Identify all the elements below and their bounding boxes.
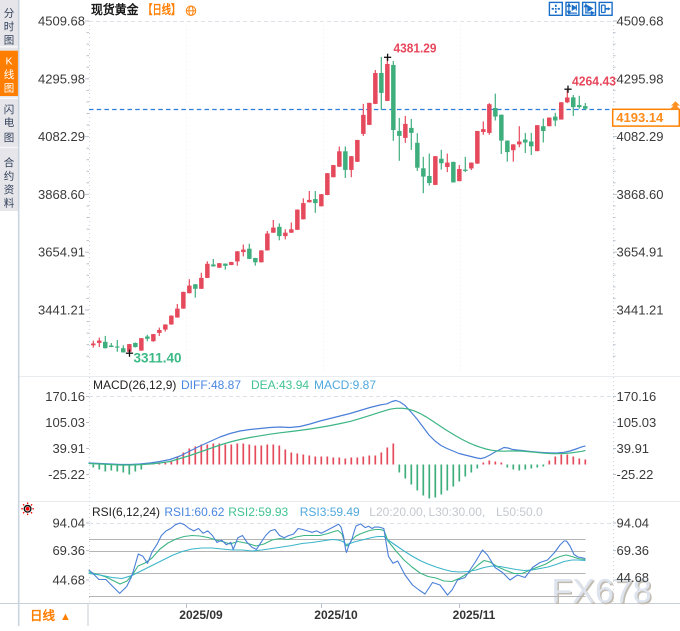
svg-text:MACD:9.87: MACD:9.87 bbox=[314, 378, 376, 392]
svg-text:2025/11: 2025/11 bbox=[453, 608, 496, 622]
svg-text:图: 图 bbox=[4, 83, 15, 95]
svg-text:4509.68: 4509.68 bbox=[617, 14, 664, 29]
svg-text:【日线】: 【日线】 bbox=[143, 2, 180, 17]
svg-text:39.91: 39.91 bbox=[617, 441, 650, 456]
svg-text:3441.21: 3441.21 bbox=[617, 303, 664, 318]
svg-text:RSI(6,12,24): RSI(6,12,24) bbox=[92, 505, 160, 519]
svg-text:3654.91: 3654.91 bbox=[617, 245, 664, 260]
svg-text:170.16: 170.16 bbox=[45, 389, 85, 404]
svg-text:4193.14: 4193.14 bbox=[616, 110, 664, 125]
svg-text:电: 电 bbox=[4, 116, 15, 129]
svg-text:约: 约 bbox=[4, 170, 15, 183]
svg-text:DEA:43.94: DEA:43.94 bbox=[251, 378, 309, 392]
svg-text:4082.29: 4082.29 bbox=[38, 129, 85, 144]
svg-text:-25.22: -25.22 bbox=[48, 467, 85, 482]
svg-text:L50:50.0: L50:50.0 bbox=[496, 505, 543, 519]
svg-text:39.91: 39.91 bbox=[52, 441, 85, 456]
svg-text:MACD(26,12,9): MACD(26,12,9) bbox=[93, 378, 176, 392]
svg-text:DIFF:48.87: DIFF:48.87 bbox=[181, 378, 241, 392]
svg-text:94.04: 94.04 bbox=[617, 516, 650, 531]
svg-text:3868.60: 3868.60 bbox=[38, 187, 85, 202]
svg-text:FX678: FX678 bbox=[552, 573, 652, 611]
svg-text:料: 料 bbox=[4, 197, 15, 210]
svg-text:FX678: FX678 bbox=[553, 574, 653, 612]
svg-text:3311.40: 3311.40 bbox=[134, 351, 182, 366]
svg-text:3868.60: 3868.60 bbox=[617, 187, 664, 202]
svg-text:4082.29: 4082.29 bbox=[617, 129, 664, 144]
svg-text:105.03: 105.03 bbox=[45, 415, 85, 430]
svg-text:图: 图 bbox=[4, 132, 15, 144]
svg-text:日线: 日线 bbox=[30, 608, 56, 623]
svg-text:69.36: 69.36 bbox=[617, 543, 650, 558]
svg-text:RSI1:60.62: RSI1:60.62 bbox=[164, 505, 224, 519]
svg-text:现货黄金: 现货黄金 bbox=[91, 2, 139, 17]
svg-text:合: 合 bbox=[4, 156, 15, 169]
svg-text:资: 资 bbox=[4, 184, 15, 196]
svg-text:4295.98: 4295.98 bbox=[38, 71, 85, 86]
svg-text:L30:30.00,: L30:30.00, bbox=[429, 505, 486, 519]
svg-text:RSI2:59.93: RSI2:59.93 bbox=[228, 505, 288, 519]
svg-text:▲: ▲ bbox=[60, 611, 71, 623]
svg-text:L20:20.00,: L20:20.00, bbox=[369, 505, 426, 519]
svg-text:时: 时 bbox=[4, 21, 15, 33]
svg-text:K: K bbox=[5, 56, 12, 68]
svg-text:3441.21: 3441.21 bbox=[38, 303, 85, 318]
svg-text:4381.29: 4381.29 bbox=[394, 42, 437, 56]
svg-text:3654.91: 3654.91 bbox=[38, 245, 85, 260]
svg-text:2025/09: 2025/09 bbox=[179, 608, 223, 622]
svg-text:闪: 闪 bbox=[4, 103, 15, 116]
svg-text:2025/10: 2025/10 bbox=[314, 608, 358, 622]
svg-text:105.03: 105.03 bbox=[617, 415, 657, 430]
svg-text:69.36: 69.36 bbox=[52, 543, 85, 558]
svg-text:44.68: 44.68 bbox=[617, 570, 650, 585]
svg-text:-25.22: -25.22 bbox=[617, 467, 654, 482]
svg-text:线: 线 bbox=[4, 68, 15, 81]
svg-text:图: 图 bbox=[4, 35, 15, 47]
svg-text:44.68: 44.68 bbox=[52, 573, 85, 588]
svg-text:RSI3:59.49: RSI3:59.49 bbox=[300, 505, 360, 519]
svg-text:4509.68: 4509.68 bbox=[38, 14, 85, 29]
svg-text:4295.98: 4295.98 bbox=[617, 71, 664, 86]
svg-text:170.16: 170.16 bbox=[617, 389, 657, 404]
svg-text:94.04: 94.04 bbox=[52, 516, 85, 531]
svg-text:分: 分 bbox=[4, 8, 15, 20]
svg-text:4264.43: 4264.43 bbox=[572, 75, 616, 89]
